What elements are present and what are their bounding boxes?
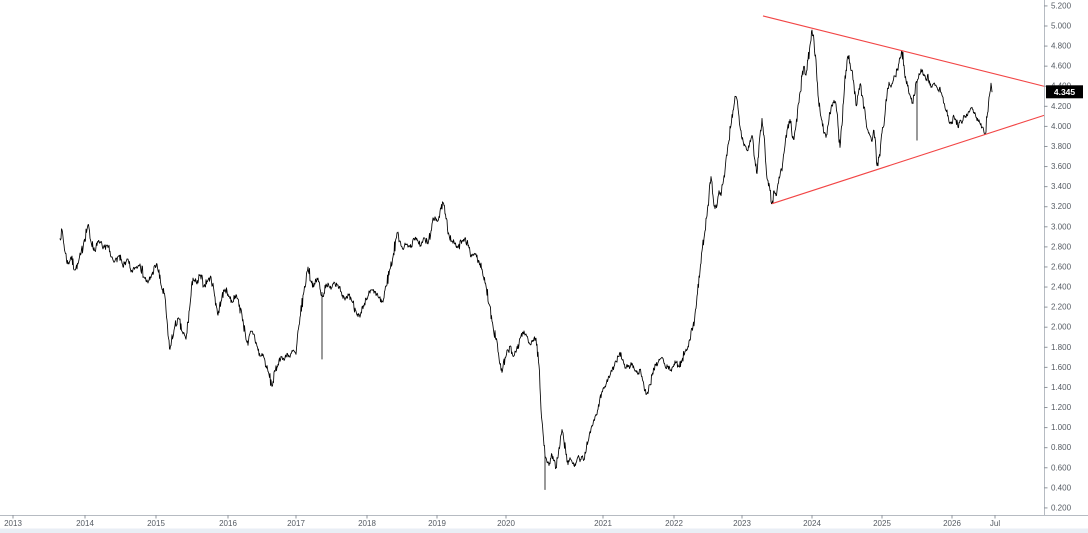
y-tick-label: 1.200 bbox=[1051, 403, 1072, 412]
x-tick-label: 2019 bbox=[428, 519, 446, 528]
y-tick-label: 0.400 bbox=[1051, 483, 1072, 492]
x-tick-label: Jul bbox=[990, 519, 1000, 528]
x-tick-label: 2014 bbox=[76, 519, 94, 528]
x-tick-label: 2025 bbox=[873, 519, 891, 528]
x-tick-label: 2018 bbox=[358, 519, 376, 528]
y-tick-label: 3.400 bbox=[1051, 182, 1072, 191]
y-tick-label: 1.600 bbox=[1051, 363, 1072, 372]
y-tick-label: 5.200 bbox=[1051, 1, 1072, 10]
y-tick-label: 4.200 bbox=[1051, 102, 1072, 111]
y-tick-label: 3.800 bbox=[1051, 142, 1072, 151]
y-tick-label: 2.000 bbox=[1051, 323, 1072, 332]
x-tick-label: 2013 bbox=[4, 519, 22, 528]
x-tick-label: 2024 bbox=[803, 519, 821, 528]
trendline-upper-resistance[interactable] bbox=[762, 15, 1045, 87]
x-tick-label: 2020 bbox=[497, 519, 515, 528]
x-tick-label: 2016 bbox=[219, 519, 237, 528]
y-tick-label: 1.000 bbox=[1051, 423, 1072, 432]
x-tick-label: 2022 bbox=[665, 519, 683, 528]
last-price-label: 4.345 bbox=[1046, 85, 1083, 99]
triangle-trendlines[interactable] bbox=[762, 15, 1045, 205]
y-tick-label: 2.400 bbox=[1051, 283, 1072, 292]
y-tick-label: 3.200 bbox=[1051, 202, 1072, 211]
time-axis[interactable]: 2013 2014 2015 2016 2017 2018 2019 2020 2021 2022… bbox=[4, 515, 1000, 528]
y-tick-label: 0.200 bbox=[1051, 503, 1072, 512]
last-price-label-text: 4.345 bbox=[1054, 87, 1076, 97]
x-tick-label: 2017 bbox=[287, 519, 305, 528]
trendline-lower-support[interactable] bbox=[771, 114, 1045, 205]
bottom-toolbar-strip bbox=[0, 528, 1088, 533]
y-tick-label: 4.600 bbox=[1051, 62, 1072, 71]
y-tick-label: 2.800 bbox=[1051, 242, 1072, 251]
y-tick-label: 5.000 bbox=[1051, 22, 1072, 31]
y-tick-label: 4.000 bbox=[1051, 122, 1072, 131]
y-tick-label: 3.000 bbox=[1051, 222, 1072, 231]
y-tick-label: 1.800 bbox=[1051, 343, 1072, 352]
price-line bbox=[59, 29, 993, 470]
y-tick-label: 0.600 bbox=[1051, 463, 1072, 472]
y-tick-label: 1.400 bbox=[1051, 383, 1072, 392]
y-tick-label: 3.600 bbox=[1051, 162, 1072, 171]
y-tick-label: 2.600 bbox=[1051, 262, 1072, 271]
y-tick-label: 0.800 bbox=[1051, 443, 1072, 452]
x-tick-label: 2023 bbox=[733, 519, 751, 528]
y-tick-label: 2.200 bbox=[1051, 303, 1072, 312]
x-tick-label: 2026 bbox=[943, 519, 961, 528]
x-tick-label: 2021 bbox=[594, 519, 612, 528]
price-series-line bbox=[59, 29, 993, 490]
x-tick-label: 2015 bbox=[147, 519, 165, 528]
last-price-label-bg bbox=[1046, 85, 1083, 99]
y-tick-label: 4.800 bbox=[1051, 42, 1072, 51]
